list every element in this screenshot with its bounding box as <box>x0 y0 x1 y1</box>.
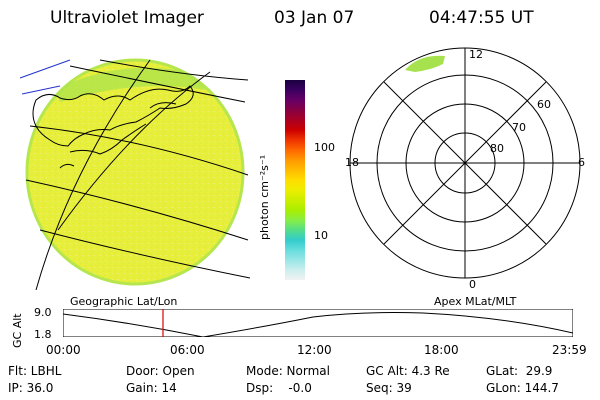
geo-longitude-field: GLon: 144.7 <box>486 381 559 395</box>
time-tick-4: 23:59 <box>552 343 587 357</box>
time-tick-3: 18:00 <box>424 343 459 357</box>
geo-latitude-field: GLat: 29.9 <box>486 364 553 378</box>
colorbar-tick-10: 10 <box>314 229 328 242</box>
orbit-altitude-plot <box>63 309 573 337</box>
door-field: Door: Open <box>126 364 195 378</box>
altitude-tick-min: 1.8 <box>34 328 52 341</box>
dsp-field: Dsp: -0.0 <box>246 381 312 395</box>
sequence-field: Seq: 39 <box>366 381 412 395</box>
altitude-curve <box>63 312 573 337</box>
ip-field: IP: 36.0 <box>8 381 54 395</box>
altitude-axis-label: GC Alt <box>11 313 24 348</box>
time-tick-2: 12:00 <box>297 343 332 357</box>
mlt-label-12: 12 <box>469 48 483 61</box>
altitude-tick-max: 9.0 <box>34 306 52 319</box>
gain-field: Gain: 14 <box>126 381 177 395</box>
graticule <box>25 59 251 290</box>
mlat-label-70: 70 <box>512 121 526 134</box>
colorbar-unit-label: photon cm⁻²s⁻¹ <box>258 154 271 240</box>
colorbar-tick-100: 100 <box>314 141 335 154</box>
mode-field: Mode: Normal <box>246 364 330 378</box>
mlt-label-18: 18 <box>345 156 359 169</box>
filter-field: Flt: LBHL <box>8 364 62 378</box>
geographic-title: Geographic Lat/Lon <box>70 295 178 308</box>
apex-title: Apex MLat/MLT <box>434 295 517 308</box>
earth-image <box>19 58 251 290</box>
apex-polar-plot <box>349 47 581 279</box>
coastline <box>32 85 194 169</box>
mlt-label-6: 6 <box>578 156 585 169</box>
date-label: 03 Jan 07 <box>274 8 355 28</box>
mlat-label-60: 60 <box>537 98 551 111</box>
time-tick-1: 06:00 <box>170 343 205 357</box>
time-tick-0: 00:00 <box>46 343 81 357</box>
instrument-title: Ultraviolet Imager <box>50 8 204 28</box>
gc-altitude-field: GC Alt: 4.3 Re <box>366 364 450 378</box>
aurora-patch <box>405 55 445 72</box>
mlt-label-0: 0 <box>469 278 476 291</box>
earth-disk <box>27 60 243 284</box>
color-scale-bar <box>285 80 305 280</box>
time-label: 04:47:55 UT <box>429 8 534 28</box>
mlat-label-80: 80 <box>490 142 504 155</box>
